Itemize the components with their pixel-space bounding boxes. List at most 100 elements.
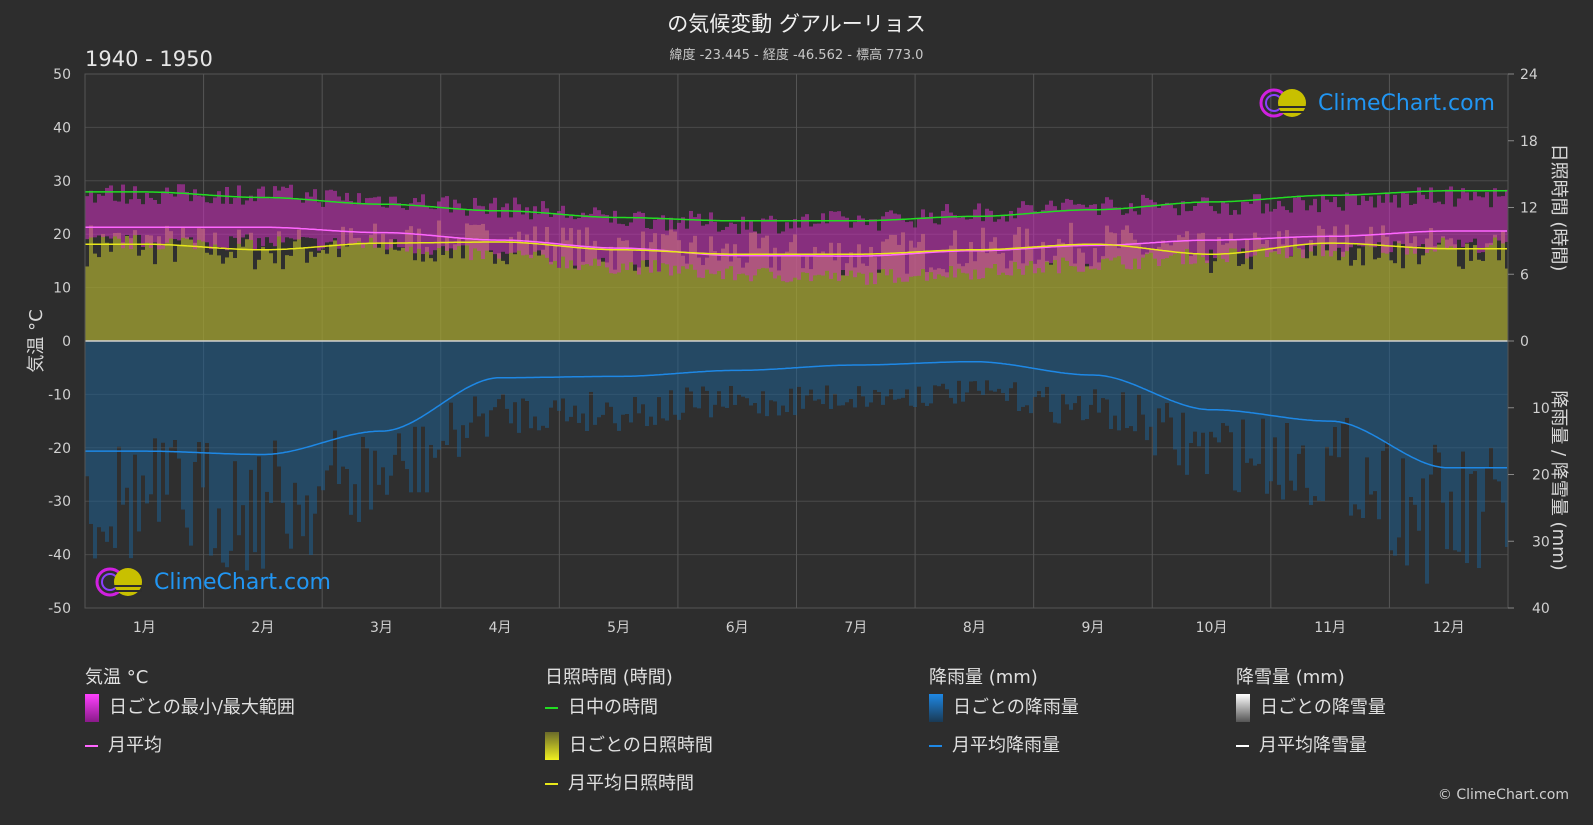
temp-range-bar (1069, 199, 1073, 266)
temp-range-bar (1485, 192, 1489, 248)
sunshine-bar (1077, 248, 1081, 341)
temp-range-bar (449, 212, 453, 249)
sunshine-bar (145, 234, 149, 341)
rain-bar (1225, 341, 1229, 426)
temp-range-bar (1301, 200, 1305, 258)
rain-bar (1453, 341, 1457, 551)
rain-bar (889, 341, 893, 390)
sunshine-bar (337, 257, 341, 341)
sunshine-bar (1113, 233, 1117, 341)
temp-range-bar (1409, 205, 1413, 248)
x-month-label: 8月 (963, 620, 986, 636)
rain-bar (293, 341, 297, 483)
temp-range-bar (1477, 196, 1481, 253)
rain-bar (733, 341, 737, 405)
sunshine-bar (177, 244, 181, 341)
sunshine-bar (741, 267, 745, 341)
rain-bar (1037, 341, 1041, 392)
rain-bar (673, 341, 677, 415)
temp-range-bar (805, 214, 809, 273)
sunshine-bar (597, 259, 601, 341)
sunshine-bar (1013, 234, 1017, 341)
rain-bar (1249, 341, 1253, 459)
sunshine-bar (497, 253, 501, 341)
sunshine-bar (341, 226, 345, 341)
temp-range-bar (713, 221, 717, 275)
sunshine-bar (405, 229, 409, 341)
sunshine-bar (1109, 232, 1113, 341)
sunshine-bar (1209, 272, 1213, 341)
sunshine-bar (1401, 268, 1405, 341)
sunshine-bar (1385, 236, 1389, 341)
y-left-tick-label: 0 (62, 334, 71, 350)
sunshine-bar (1389, 260, 1393, 341)
sunshine-bar (469, 225, 473, 341)
temp-range-bar (193, 189, 197, 250)
sunshine-bar (89, 225, 93, 341)
temp-range-bar (489, 203, 493, 251)
sunshine-bar (805, 256, 809, 341)
sunshine-bar (945, 272, 949, 341)
temp-range-bar (1233, 210, 1237, 249)
sunshine-bar (829, 242, 833, 341)
sunshine-bar (1253, 232, 1257, 341)
sunshine-bar (417, 228, 421, 341)
sunshine-bar (569, 228, 573, 341)
sunshine-bar (857, 244, 861, 341)
rain-bar (817, 341, 821, 400)
rain-bar (833, 341, 837, 394)
temp-range-bar (817, 223, 821, 275)
temp-range-bar (1065, 198, 1069, 261)
temp-range-bar (925, 217, 929, 281)
temp-range-bar (1373, 207, 1377, 248)
sunshine-bar (841, 275, 845, 341)
temp-range-bar (829, 211, 833, 279)
temp-range-bar (1057, 209, 1061, 274)
sunshine-bar (1493, 234, 1497, 341)
rain-bar (1437, 341, 1441, 453)
sunshine-bar (193, 242, 197, 341)
sunshine-bar (1193, 254, 1197, 341)
rain-bar (273, 341, 277, 441)
logo-top: ClimeChart.com (1258, 86, 1495, 120)
rain-bar (269, 341, 273, 503)
temp-range-bar (869, 219, 873, 273)
sunshine-bar (1497, 260, 1501, 341)
temp-range-bar (641, 212, 645, 261)
sunshine-bar (525, 234, 529, 341)
temp-range-bar (693, 217, 697, 270)
sunshine-bar (1281, 244, 1285, 341)
temp-range-bar (297, 198, 301, 240)
temp-range-bar (1213, 211, 1217, 259)
sunshine-bar (817, 253, 821, 341)
temp-range-bar (1333, 196, 1337, 252)
sunshine-bar (717, 260, 721, 341)
sunshine-bar (865, 265, 869, 341)
temp-range-bar (217, 191, 221, 248)
sunshine-bar (377, 247, 381, 341)
sunshine-bar (285, 255, 289, 341)
sunshine-bar (529, 254, 533, 341)
temp-range-bar (509, 217, 513, 253)
x-month-label: 9月 (1081, 620, 1104, 636)
rain-bar (569, 341, 573, 417)
temp-range-bar (581, 212, 585, 265)
rain-bar (1341, 341, 1345, 424)
temp-range-bar (793, 219, 797, 278)
sunshine-bar (461, 258, 465, 341)
temp-range-bar (1389, 202, 1393, 253)
rain-bar (321, 341, 325, 491)
sunshine-bar (1173, 241, 1177, 341)
rain-bar (905, 341, 909, 390)
x-month-label: 7月 (844, 620, 867, 636)
temp-range-bar (1357, 205, 1361, 246)
sunshine-bar (293, 241, 297, 341)
temp-range-bar (1369, 196, 1373, 247)
sunshine-bar (237, 229, 241, 341)
sunshine-bar (437, 220, 441, 341)
temp-range-bar (1493, 188, 1497, 238)
rain-bar (993, 341, 997, 392)
sunshine-bar (1473, 245, 1477, 341)
temp-range-bar (229, 203, 233, 237)
temp-range-bar (569, 215, 573, 261)
